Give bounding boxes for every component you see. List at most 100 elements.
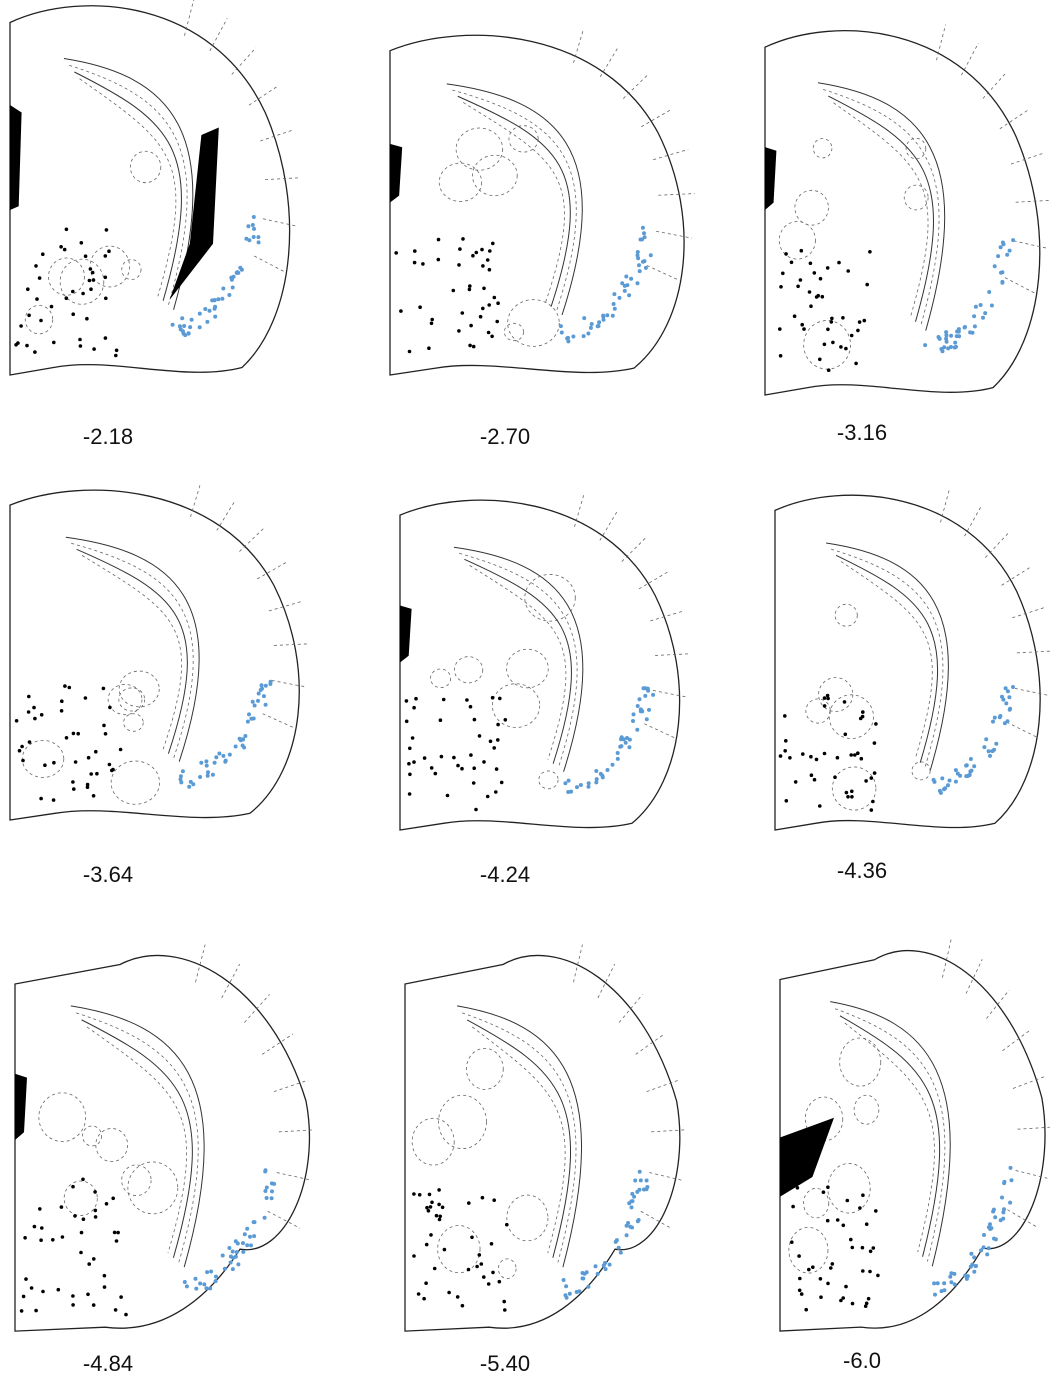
marker-cell	[796, 285, 800, 289]
labeled-cell	[181, 769, 185, 773]
marker-cell	[816, 294, 820, 298]
labeled-cell	[223, 1267, 227, 1271]
marker-cell	[104, 297, 108, 301]
cortex-division	[647, 266, 680, 281]
marker-cell	[50, 305, 54, 309]
labeled-cell	[577, 1289, 581, 1293]
marker-cell	[478, 734, 482, 738]
labeled-cell	[269, 680, 273, 684]
marker-cell	[804, 1308, 808, 1312]
labeled-cell	[953, 1282, 957, 1286]
labeled-cell	[601, 315, 605, 319]
labeled-cell	[982, 745, 986, 749]
labeled-cell	[241, 1250, 245, 1254]
labeled-cell	[565, 1296, 569, 1300]
labeled-cell	[213, 315, 217, 319]
labeled-cell	[575, 785, 579, 789]
marker-cell	[111, 768, 115, 772]
marker-cell	[87, 756, 91, 760]
marker-cell	[467, 1268, 471, 1272]
inner-curve	[830, 1002, 950, 1267]
marker-cell	[107, 249, 111, 253]
labeled-cell	[206, 770, 210, 774]
labeled-cell	[638, 269, 642, 273]
inner-curve	[71, 543, 193, 757]
marker-cell	[858, 1206, 862, 1210]
marker-cell	[408, 773, 412, 777]
marker-cell	[52, 798, 56, 802]
marker-cell	[867, 1297, 871, 1301]
nucleus-outline	[840, 1038, 881, 1086]
marker-cell	[473, 718, 477, 722]
marker-cell	[494, 790, 498, 794]
nucleus-outline	[111, 761, 159, 804]
marker-cell	[809, 755, 813, 759]
labeled-cell	[213, 305, 217, 309]
marker-cell	[798, 1277, 802, 1281]
marker-cell	[108, 706, 112, 710]
marker-cell	[108, 763, 112, 767]
labeled-cell	[616, 757, 620, 761]
inner-curve	[472, 1027, 565, 1253]
cortex-division	[222, 964, 240, 998]
marker-cell	[94, 750, 98, 754]
nucleus-outline	[498, 1259, 516, 1279]
marker-cell	[468, 288, 472, 292]
labeled-cell	[1008, 1201, 1012, 1205]
labeled-cell	[984, 737, 988, 741]
labeled-cell	[994, 1237, 998, 1241]
marker-cell	[51, 1238, 55, 1242]
inner-curve	[840, 1016, 940, 1257]
marker-cell	[78, 338, 82, 342]
marker-cell	[114, 1308, 118, 1312]
marker-cell	[412, 1254, 416, 1258]
cortex-division	[985, 533, 1008, 557]
nucleus-outline	[119, 671, 159, 707]
inner-curve	[77, 549, 188, 753]
labeled-cell	[262, 694, 266, 698]
labeled-cell	[1003, 721, 1007, 725]
marker-cell	[26, 287, 30, 291]
marker-cell	[846, 795, 850, 799]
labeled-cell	[954, 780, 958, 784]
marker-cell	[438, 1215, 442, 1219]
labeled-cell	[998, 715, 1002, 719]
labeled-cell	[619, 1251, 623, 1255]
cell-markers	[15, 680, 273, 802]
marker-cell	[480, 248, 484, 252]
marker-cell	[823, 696, 827, 700]
marker-cell	[491, 1271, 495, 1275]
marker-cell	[447, 1291, 451, 1295]
marker-cell	[119, 1295, 123, 1299]
section-outline	[405, 955, 680, 1331]
marker-cell	[411, 736, 415, 740]
labeled-cell	[563, 781, 567, 785]
labeled-cell	[220, 297, 224, 301]
marker-cell	[71, 290, 75, 294]
marker-cell	[503, 1308, 507, 1312]
labeled-cell	[264, 703, 268, 707]
cortex-division	[239, 528, 264, 552]
marker-cell	[113, 1231, 117, 1235]
marker-cell	[437, 258, 441, 262]
brain-section	[15, 945, 315, 1332]
inner-curve	[833, 103, 928, 318]
marker-cell	[468, 284, 472, 288]
labeled-cell	[629, 277, 633, 281]
marker-cell	[481, 264, 485, 268]
marker-cell	[856, 751, 860, 755]
nucleus-outline	[122, 260, 141, 280]
marker-cell	[849, 753, 853, 757]
marker-cell	[465, 698, 469, 702]
nucleus-outline	[912, 762, 930, 780]
labeled-cell	[188, 325, 192, 329]
labeled-cell	[182, 324, 186, 328]
marker-cell	[830, 317, 834, 321]
labeled-cell	[954, 345, 958, 349]
labeled-cell	[198, 1282, 202, 1286]
cortex-division	[966, 959, 982, 993]
marker-cell	[87, 1262, 91, 1266]
labeled-cell	[586, 1285, 590, 1289]
labeled-cell	[1008, 708, 1012, 712]
marker-cell	[407, 762, 411, 766]
